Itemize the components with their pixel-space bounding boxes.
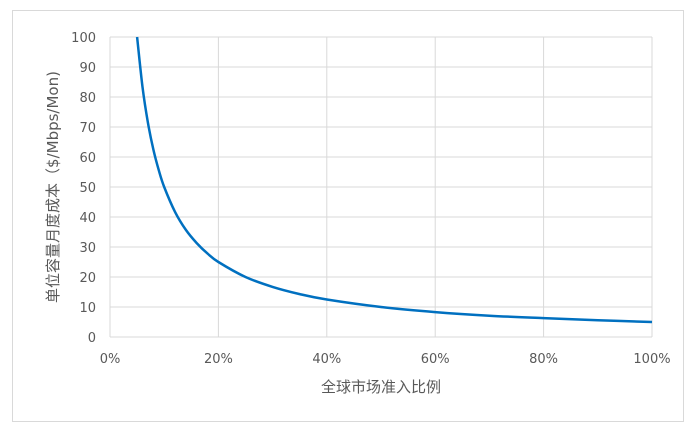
x-tick-label: 100% [633, 352, 670, 367]
y-tick-label: 40 [79, 211, 96, 226]
y-tick-label: 70 [79, 121, 96, 136]
y-tick-label: 20 [79, 271, 96, 286]
y-tick-label: 50 [79, 181, 96, 196]
y-tick-label: 0 [88, 331, 96, 346]
x-tick-label: 20% [204, 352, 233, 367]
gridlines [109, 36, 653, 338]
x-axis-label: 全球市场准入比例 [321, 378, 441, 396]
x-tick-label: 40% [312, 352, 341, 367]
x-tick-label: 0% [100, 352, 121, 367]
y-tick-label: 10 [79, 301, 96, 316]
chart-frame [12, 10, 684, 422]
y-tick-label: 30 [79, 241, 96, 256]
x-tick-label: 80% [529, 352, 558, 367]
series-line [135, 36, 653, 324]
y-tick-label: 60 [79, 151, 96, 166]
series-group [135, 36, 653, 324]
y-axis-label: 单位容量月度成本（$/Mbps/Mon) [44, 71, 62, 303]
x-tick-label: 60% [421, 352, 450, 367]
y-tick-label: 80 [79, 91, 96, 106]
y-tick-label: 90 [79, 61, 96, 76]
y-tick-labels: 0 10 20 30 40 50 60 70 80 90 100 [71, 31, 96, 346]
y-tick-label: 100 [71, 31, 96, 46]
x-tick-labels: 0% 20% 40% 60% 80% 100% [100, 352, 671, 367]
